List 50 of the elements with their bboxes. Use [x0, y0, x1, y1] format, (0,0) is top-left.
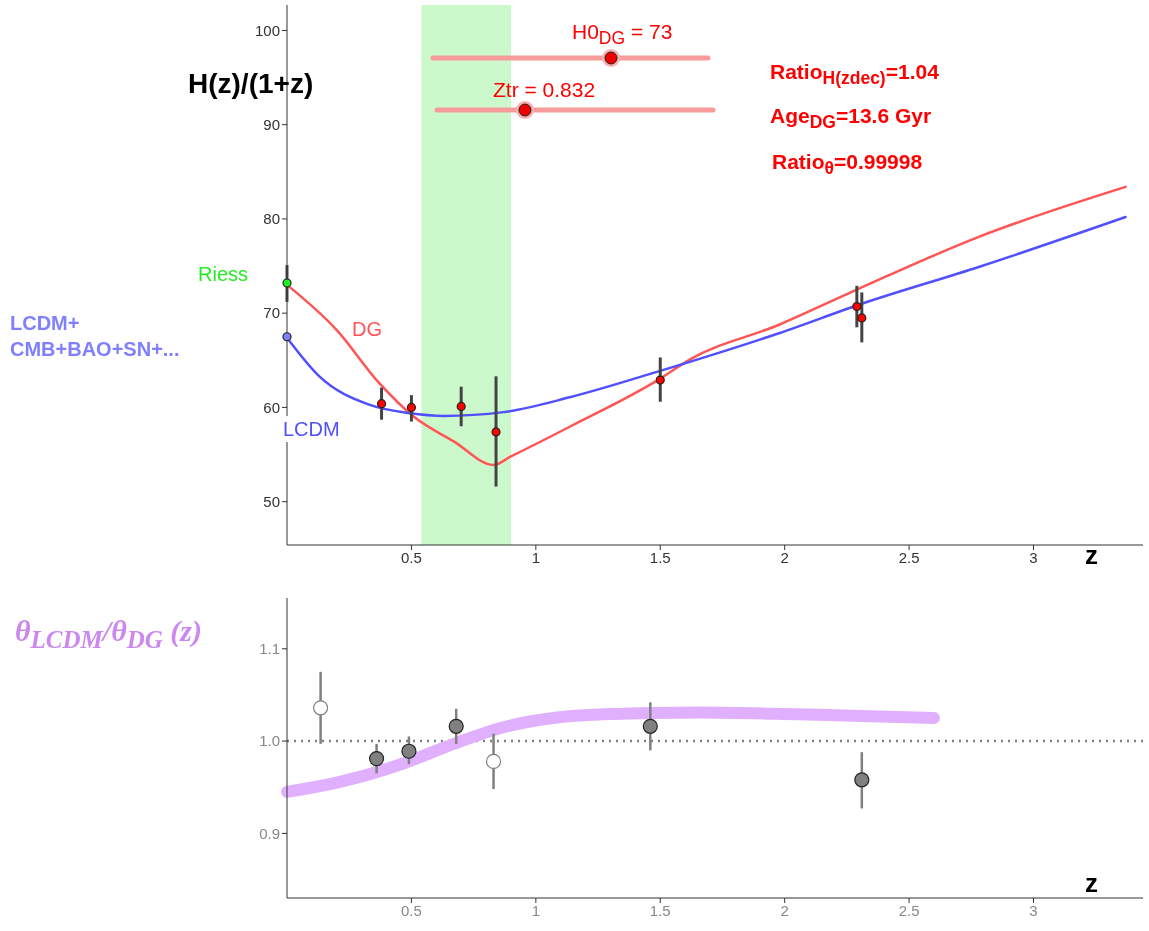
- x-tick-label: 1.5: [649, 548, 671, 566]
- x-axis-title: z: [1085, 868, 1098, 899]
- y-tick-label: 90: [263, 116, 280, 134]
- x-tick-label: 2.5: [898, 901, 920, 919]
- point: [448, 718, 464, 734]
- x-tick-label: 3: [1029, 901, 1038, 919]
- x-tick-label: 0.5: [400, 901, 422, 919]
- annotation: Ztr = 0.832: [493, 78, 596, 102]
- point: [854, 772, 870, 788]
- y-tick-label: 70: [263, 304, 280, 322]
- y-tick-label: 0.9: [259, 824, 280, 842]
- x-tick-label: 1.5: [649, 901, 671, 919]
- y-tick-label: 50: [263, 492, 280, 510]
- y-tick-label: 60: [263, 398, 280, 416]
- point: [312, 700, 329, 716]
- point: [491, 427, 501, 437]
- point: [655, 375, 665, 385]
- point: [485, 753, 502, 769]
- y-axis-title: H(z)/(1+z): [188, 68, 314, 100]
- x-tick-label: 2.5: [898, 548, 920, 566]
- y-tick-label: 1.1: [259, 640, 280, 658]
- series-label: DG: [350, 316, 384, 342]
- text: LCDM+ CMB+BAO+SN+...: [8, 310, 182, 362]
- annotation: Ratio$_{H(zdec)}$=1.04: [770, 60, 939, 90]
- y-axis-title: θ$_{LCDM}$/θ$_{DG}$ (z): [15, 614, 202, 654]
- point: [642, 718, 658, 734]
- annotation: Age$_{DG}$=13.6 Gyr: [770, 104, 932, 134]
- point: [376, 399, 387, 409]
- point: [368, 751, 385, 767]
- point: [282, 332, 292, 342]
- point: [857, 313, 867, 323]
- series-label: LCDM: [281, 416, 342, 442]
- annotation: Ratio$_{θ}$=0.99998: [772, 150, 923, 180]
- y-tick-label: 100: [254, 21, 280, 39]
- y-tick-label: 1.0: [259, 732, 280, 750]
- x-tick-label: 2: [780, 548, 789, 566]
- point: [406, 402, 417, 413]
- x-tick-label: 2: [780, 901, 789, 919]
- x-tick-label: 1: [531, 548, 541, 566]
- point: [456, 401, 466, 412]
- x-tick-label: 3: [1029, 548, 1038, 566]
- x-tick-label: 1: [531, 901, 541, 919]
- series-label: Riess: [196, 261, 251, 287]
- point: [852, 301, 862, 312]
- annotation: H0$_{DG}$ = 73: [572, 20, 673, 50]
- y-tick-label: 80: [263, 210, 280, 228]
- point: [282, 278, 292, 288]
- x-axis-title: z: [1085, 540, 1098, 571]
- point: [401, 743, 417, 759]
- x-tick-label: 0.5: [400, 548, 422, 566]
